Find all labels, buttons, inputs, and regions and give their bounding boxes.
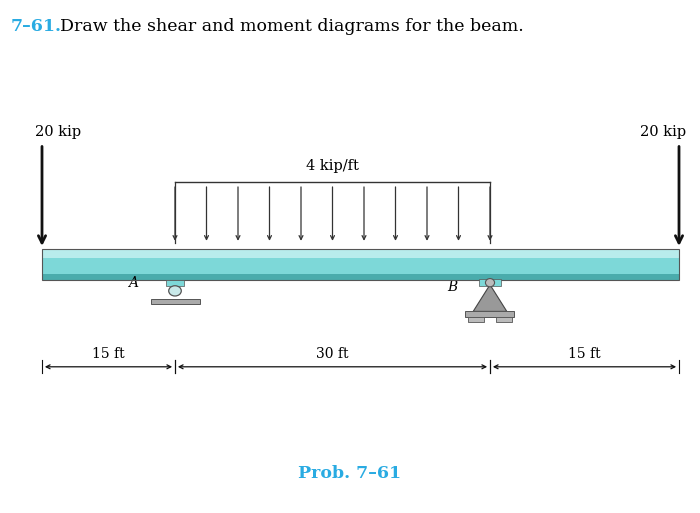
Bar (479, 279, 501, 286)
Bar (42, 249, 679, 258)
Bar (466, 311, 514, 317)
Text: A: A (128, 275, 138, 290)
Text: B: B (447, 280, 458, 294)
Ellipse shape (169, 286, 181, 296)
Text: 30 ft: 30 ft (316, 347, 349, 361)
Text: 20 kip: 20 kip (640, 125, 687, 139)
Text: 4 kip/ft: 4 kip/ft (306, 159, 359, 173)
Bar (42, 274, 679, 280)
Text: 15 ft: 15 ft (92, 347, 125, 361)
Bar (42, 249, 679, 280)
Bar (496, 317, 512, 322)
Bar (468, 317, 484, 322)
Text: Prob. 7–61: Prob. 7–61 (298, 465, 402, 482)
Polygon shape (473, 285, 507, 311)
Bar (167, 280, 183, 286)
Text: Draw the shear and moment diagrams for the beam.: Draw the shear and moment diagrams for t… (60, 18, 524, 35)
Text: 7–61.: 7–61. (10, 18, 62, 35)
Ellipse shape (485, 279, 494, 287)
Text: 20 kip: 20 kip (35, 125, 81, 139)
Bar (42, 249, 679, 280)
Bar (150, 299, 200, 304)
Text: 15 ft: 15 ft (568, 347, 601, 361)
